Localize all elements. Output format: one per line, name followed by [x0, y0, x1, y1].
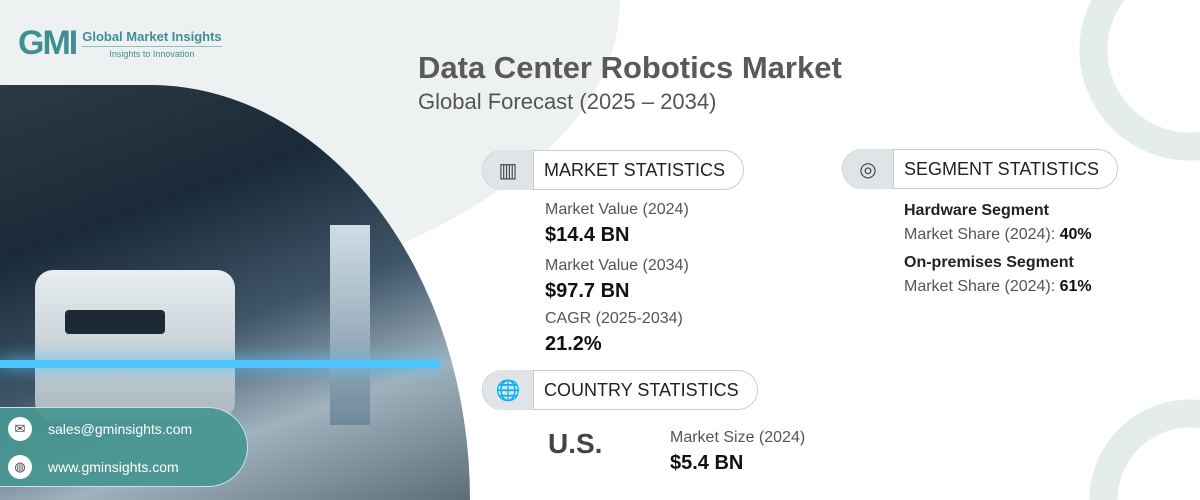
- stat-value: $14.4 BN: [545, 224, 630, 246]
- logo-tagline: Insights to Innovation: [82, 45, 222, 59]
- stat-label: Market Value (2024): [545, 201, 689, 218]
- segment-statistics-header: ◎ SEGMENT STATISTICS: [842, 149, 1119, 189]
- logo-name: Global Market Insights: [82, 28, 222, 44]
- section-heading: MARKET STATISTICS: [533, 150, 743, 190]
- segment-name: Hardware Segment: [904, 202, 1049, 219]
- share-label: Market Share (2024):: [904, 226, 1060, 243]
- country-statistics-header: 🌐 COUNTRY STATISTICS: [482, 370, 758, 410]
- logo-mark: GMI: [18, 24, 78, 62]
- page-subtitle: Global Forecast (2025 – 2034): [418, 89, 717, 114]
- page-title: Data Center Robotics Market: [418, 50, 842, 85]
- stat-value: 21.2%: [545, 333, 602, 355]
- market-statistics-header: ▥ MARKET STATISTICS: [482, 150, 745, 190]
- country-value: $5.4 BN: [670, 452, 744, 474]
- globe-icon: 🌐: [483, 370, 533, 410]
- stat-label: Market Value (2034): [545, 257, 689, 274]
- section-heading: SEGMENT STATISTICS: [893, 149, 1117, 189]
- email-link[interactable]: sales@gminsights.com: [48, 421, 193, 437]
- share-value: 40%: [1059, 226, 1092, 243]
- share-value: 61%: [1059, 278, 1092, 295]
- data-center-robot-image: [0, 85, 470, 500]
- country-label: Market Size (2024): [670, 429, 806, 446]
- segment-name: On-premises Segment: [904, 254, 1074, 271]
- country-name: U.S.: [548, 428, 603, 459]
- stat-value: $97.7 BN: [545, 280, 630, 302]
- segment-share: Market Share (2024): 61%: [904, 278, 1092, 296]
- contact-box: ✉ sales@gminsights.com ◍ www.gminsights.co…: [0, 407, 248, 487]
- email-icon: ✉: [8, 417, 32, 441]
- section-heading: COUNTRY STATISTICS: [533, 370, 757, 410]
- gmi-logo: GMI Global Market Insights Insights to I…: [18, 24, 222, 63]
- globe-icon: ◍: [8, 455, 32, 479]
- stat-label: CAGR (2025-2034): [545, 310, 683, 327]
- segment-share: Market Share (2024): 40%: [904, 226, 1092, 244]
- target-chart-icon: ◎: [843, 149, 893, 189]
- share-label: Market Share (2024):: [904, 278, 1060, 295]
- chart-globe-icon: ▥: [483, 150, 533, 190]
- website-link[interactable]: www.gminsights.com: [48, 459, 179, 475]
